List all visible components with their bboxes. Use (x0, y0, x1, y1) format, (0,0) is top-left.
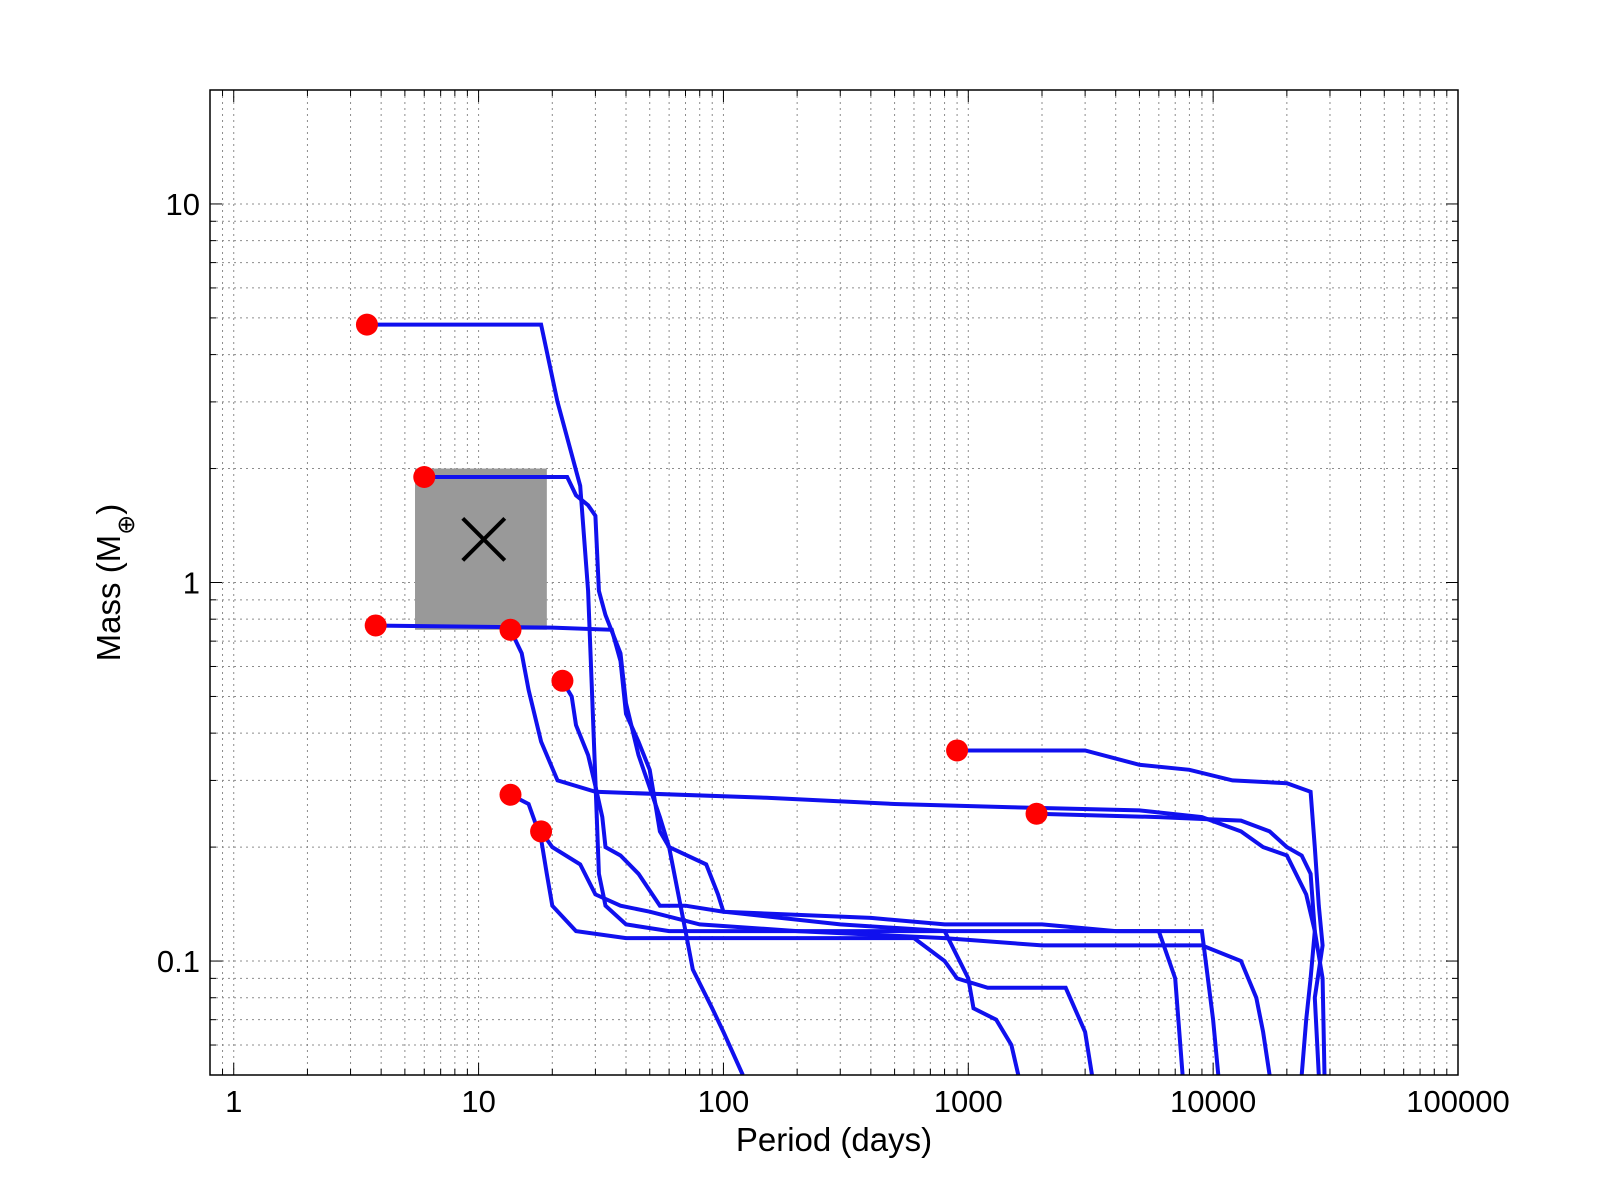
shaded-region-group (415, 468, 547, 630)
x-tick-label: 10 (461, 1084, 495, 1119)
x-tick-label: 100000 (1406, 1084, 1509, 1119)
x-tick-label: 100 (698, 1084, 750, 1119)
series-group (366, 322, 1327, 1075)
shaded-region (415, 468, 547, 630)
y-tick-labels: 0.1 1 10 (157, 187, 200, 979)
y-tick-label: 1 (183, 566, 200, 601)
start-point-2 (413, 465, 436, 488)
start-point-3 (364, 614, 387, 637)
x-tick-label: 10000 (1170, 1084, 1256, 1119)
start-point-9 (530, 820, 553, 843)
x-axis-title: Period (days) (736, 1121, 932, 1158)
start-point-5 (551, 669, 574, 692)
x-tick-labels: 1 10 100 1000 10000 100000 (225, 1084, 1510, 1119)
start-point-1 (355, 313, 378, 336)
y-tick-label: 10 (166, 187, 200, 222)
series-line-4 (508, 628, 1327, 1075)
start-point-4 (499, 618, 522, 641)
axis-ticks (209, 89, 1459, 1076)
series-line-7 (1036, 811, 1317, 1075)
y-axis-title-suffix: ) (90, 504, 127, 515)
start-point-8 (499, 783, 522, 806)
y-tick-label: 0.1 (157, 944, 200, 979)
series-line-5 (560, 679, 1185, 1075)
series-line-9 (539, 830, 1272, 1075)
series-line-6 (957, 748, 1325, 1075)
series-line-3 (375, 623, 1021, 1075)
cross-marker-group (461, 516, 507, 562)
x-tick-label: 1000 (934, 1084, 1003, 1119)
y-axis-title-main: Mass (M (90, 535, 127, 662)
start-point-7 (1025, 802, 1048, 825)
series-line-8 (509, 792, 1094, 1075)
start-markers-group (355, 313, 1048, 843)
start-point-6 (946, 739, 969, 762)
y-axis-title: Mass (M⊕) (90, 504, 140, 662)
grid (209, 89, 1459, 1076)
y-axis-title-subscript: ⊕ (113, 515, 140, 535)
cross-marker-stroke-2 (461, 516, 507, 562)
x-tick-label: 1 (225, 1084, 242, 1119)
